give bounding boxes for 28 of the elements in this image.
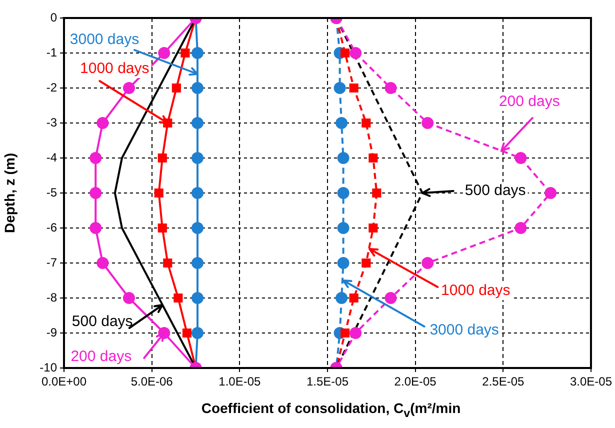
annotation: 1000 days <box>80 60 150 78</box>
x-tick-label: 3.0E-05 <box>570 374 612 389</box>
y-tick-label: -2 <box>46 80 58 94</box>
y-tick-label: -4 <box>46 150 58 164</box>
y-tick-label: -8 <box>46 290 58 304</box>
annotation: 200 days <box>70 348 132 366</box>
x-tick-label: 1.0E-05 <box>218 374 261 389</box>
x-axis-title: Coefficient of consolidation, C$_{v}$(m²/min <box>200 400 462 420</box>
y-tick-label: -6 <box>46 220 58 234</box>
x-tick-label: 5.0E-06 <box>130 374 174 389</box>
annotation: 3000 days <box>430 322 499 339</box>
x-tick-label: 2.0E-05 <box>394 374 437 389</box>
annotation: 500 days <box>464 182 526 200</box>
annotation: 500 days <box>72 313 133 330</box>
y-tick-label: -1 <box>46 45 58 60</box>
annotation: 3000 days <box>70 31 140 48</box>
annotation: 1000 days <box>441 282 510 300</box>
y-tick-label: -5 <box>46 185 58 200</box>
y-tick-label: -3 <box>46 115 58 130</box>
y-tick-label: -7 <box>46 255 58 270</box>
y-tick-label: -9 <box>46 325 58 340</box>
x-tick-label: 1.5E-05 <box>306 374 349 389</box>
x-tick-label: 0.0E+00 <box>41 374 87 389</box>
y-tick-label: -10 <box>40 360 58 374</box>
y-axis-title: Depth, z (m) <box>1 152 18 234</box>
annotation: 200 days <box>498 93 560 110</box>
y-tick-label: 0 <box>50 10 58 24</box>
x-tick-label: 2.5E-05 <box>482 374 524 389</box>
